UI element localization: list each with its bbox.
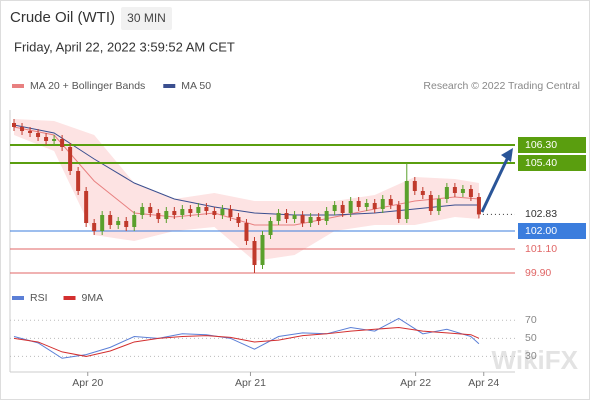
candle-body	[68, 147, 73, 171]
level-label: 99.90	[525, 267, 551, 279]
candle-body	[388, 199, 393, 205]
level-label: 102.83	[525, 208, 557, 220]
level-box	[518, 223, 586, 239]
candle-body	[252, 241, 257, 265]
candle-body	[468, 189, 473, 197]
candle-body	[132, 215, 137, 227]
candle-body	[116, 221, 121, 225]
candle-body	[268, 221, 273, 235]
candle-body	[284, 213, 289, 219]
candle-body	[348, 201, 353, 213]
candle-body	[452, 187, 457, 193]
legend-label: 9MA	[82, 292, 104, 304]
candle-body	[220, 209, 225, 215]
candle-body	[244, 223, 249, 241]
title: Crude Oil (WTI)	[10, 9, 115, 26]
candle-body	[428, 195, 433, 211]
candle-body	[172, 211, 177, 215]
candle-body	[52, 139, 57, 141]
candle-body	[108, 215, 113, 225]
level-box	[518, 137, 586, 153]
datetime: Friday, April 22, 2022 3:59:52 AM CET	[14, 39, 235, 54]
indicator-line	[13, 326, 480, 357]
candle-body	[212, 211, 217, 215]
candle-body	[324, 211, 329, 221]
candle-body	[356, 201, 361, 207]
candle-body	[20, 127, 25, 131]
level-label: 105.40	[525, 157, 557, 169]
level-box	[518, 155, 586, 171]
candle-body	[460, 189, 465, 193]
candle-body	[236, 217, 241, 223]
candle-body	[380, 199, 385, 209]
candle-body	[316, 217, 321, 221]
forecast-arrowhead	[501, 148, 513, 162]
candle-body	[444, 187, 449, 199]
candle-body	[188, 209, 193, 213]
x-tick-label: Apr 21	[235, 377, 266, 389]
level-label: 102.00	[525, 225, 557, 237]
candle-body	[292, 215, 297, 219]
moving-average	[13, 126, 479, 226]
candle-body	[28, 131, 33, 133]
timeframe: 30 MIN	[127, 11, 166, 25]
y-tick-label: 70	[525, 314, 537, 326]
legend-label: RSI	[30, 292, 48, 304]
candle-body	[364, 203, 369, 207]
candle-body	[396, 205, 401, 219]
moving-average	[13, 124, 479, 216]
candle-body	[300, 215, 305, 223]
candle-body	[124, 221, 129, 227]
candle-body	[180, 209, 185, 215]
legend-label: MA 50	[181, 80, 211, 92]
candle-body	[196, 207, 201, 213]
candle-body	[260, 235, 265, 265]
candle-body	[76, 171, 81, 191]
candle-body	[420, 191, 425, 195]
candle-body	[84, 191, 89, 223]
candle-body	[60, 139, 65, 147]
bollinger-band	[14, 119, 479, 261]
watermark: WikiFX	[492, 345, 579, 375]
candle-body	[476, 197, 481, 215]
candle-body	[36, 133, 41, 137]
level-label: 106.30	[525, 139, 557, 151]
timeframe-box	[121, 7, 172, 30]
candle-body	[276, 213, 281, 221]
candle-body	[204, 207, 209, 211]
candle-body	[308, 217, 313, 223]
legend-swatch	[12, 296, 24, 300]
candle-body	[140, 207, 145, 215]
x-tick-label: Apr 22	[400, 377, 431, 389]
candle-body	[412, 181, 417, 191]
legend-swatch	[63, 296, 76, 300]
candle-body	[436, 199, 441, 211]
x-tick-label: Apr 24	[468, 377, 499, 389]
candle-body	[372, 203, 377, 209]
candle-body	[44, 137, 49, 141]
candle-body	[92, 223, 97, 231]
x-tick-label: Apr 20	[72, 377, 103, 389]
y-tick-label: 50	[525, 332, 537, 344]
candle-body	[228, 209, 233, 217]
legend-swatch	[12, 84, 24, 88]
credit: Research © 2022 Trading Central	[423, 80, 580, 92]
indicator-line	[13, 317, 480, 359]
candle-body	[332, 205, 337, 211]
level-label: 101.10	[525, 243, 557, 255]
candle-body	[404, 181, 409, 219]
candle-body	[12, 123, 17, 127]
legend-swatch	[163, 84, 176, 88]
candle-body	[164, 211, 169, 219]
forecast-arrow	[480, 154, 511, 213]
y-tick-label: 30	[525, 350, 537, 362]
candle-body	[100, 215, 105, 231]
candle-body	[148, 207, 153, 213]
candle-body	[340, 205, 345, 213]
candle-body	[156, 213, 161, 219]
legend-label: MA 20 + Bollinger Bands	[30, 80, 145, 92]
